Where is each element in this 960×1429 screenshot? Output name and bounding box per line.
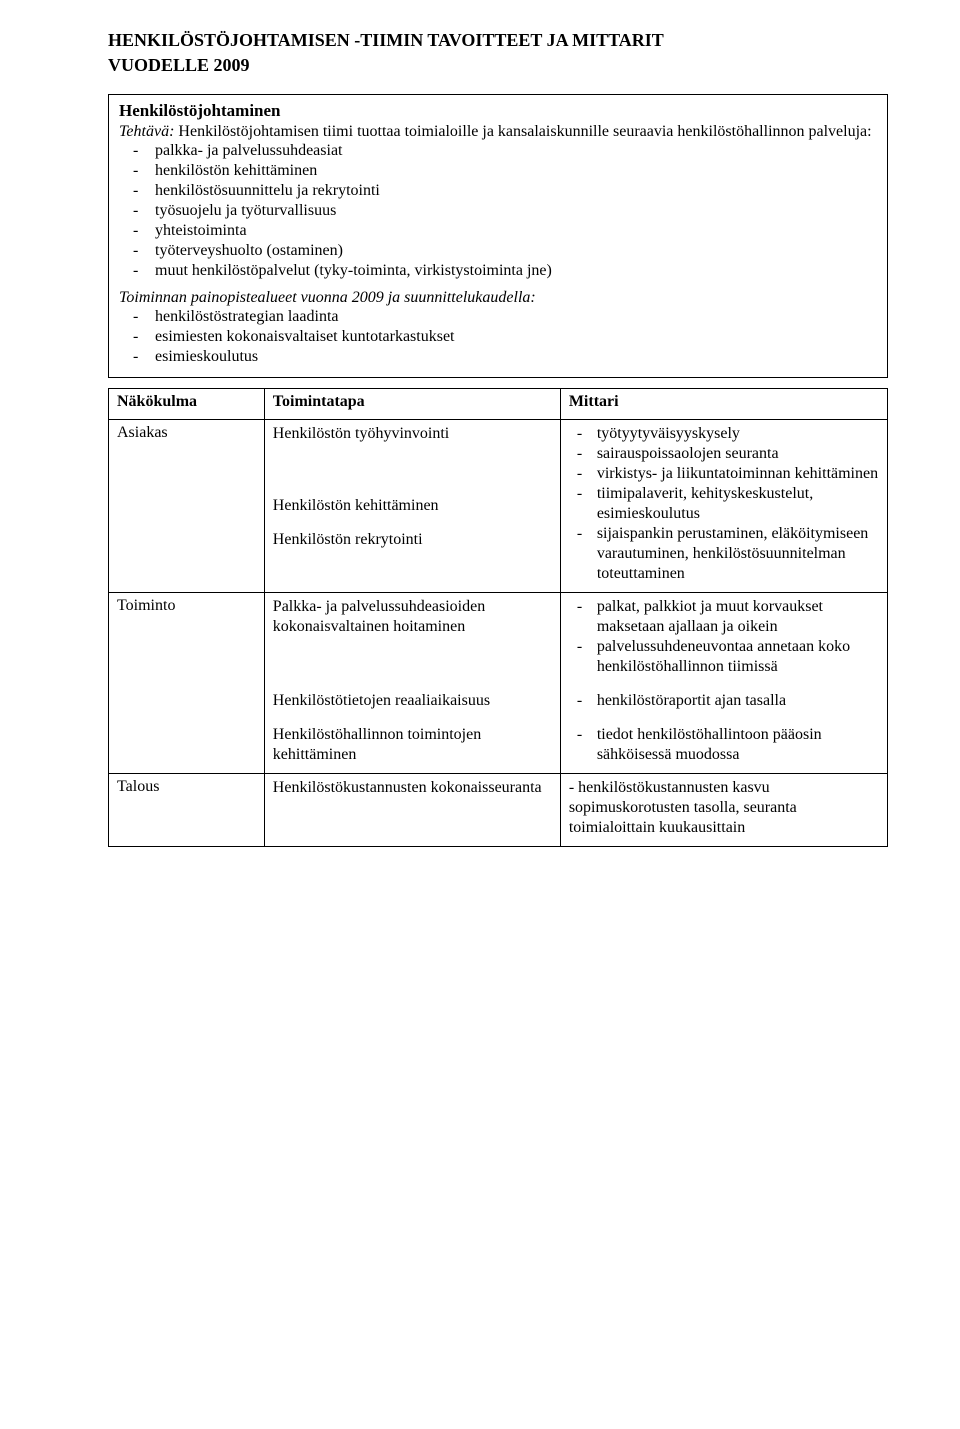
th-toimintatapa: Toimintatapa bbox=[264, 389, 560, 420]
focus-bullet-list: henkilöstöstrategian laadinta esimiesten… bbox=[119, 307, 877, 367]
main-table: Näkökulma Toimintatapa Mittari Asiakas H… bbox=[108, 388, 888, 847]
cell-block: Henkilöstökustannusten kokonaisseuranta bbox=[273, 778, 552, 798]
mittari-item: sijaispankin perustaminen, eläköitymisee… bbox=[569, 524, 879, 584]
mittari-list: palkat, palkkiot ja muut korvaukset maks… bbox=[569, 597, 879, 677]
section-box: Henkilöstöjohtaminen Tehtävä: Henkilöstö… bbox=[108, 94, 888, 378]
mittari-item: sairauspoissaolojen seuranta bbox=[569, 444, 879, 464]
mittari-list: henkilöstöraportit ajan tasalla bbox=[569, 691, 879, 711]
mittari-item: työtyytyväisyyskysely bbox=[569, 424, 879, 444]
section-heading: Henkilöstöjohtaminen bbox=[119, 101, 877, 121]
cell-mittari: palkat, palkkiot ja muut korvaukset maks… bbox=[560, 593, 887, 774]
focus-bullet: esimiesten kokonaisvaltaiset kuntotarkas… bbox=[119, 327, 877, 347]
task-bullet: työsuojelu ja työturvallisuus bbox=[119, 201, 877, 221]
cell-block: Henkilöstöhallinnon toimintojen kehittäm… bbox=[273, 725, 552, 765]
focus-label: Toiminnan painopistealueet vuonna 2009 j… bbox=[119, 289, 877, 307]
cell-toimintatapa: Henkilöstökustannusten kokonaisseuranta bbox=[264, 774, 560, 847]
cell-block: Palkka- ja palvelussuhdeasioiden kokonai… bbox=[273, 597, 552, 637]
cell-block: Henkilöstön kehittäminen bbox=[273, 496, 552, 516]
mittari-item: tiedot henkilöstöhallintoon pääosin sähk… bbox=[569, 725, 879, 765]
task-bullet: palkka- ja palvelussuhdeasiat bbox=[119, 141, 877, 161]
cell-block: Henkilöstön rekrytointi bbox=[273, 530, 552, 550]
cell-mittari: työtyytyväisyyskysely sairauspoissaoloje… bbox=[560, 420, 887, 593]
cell-mittari: - henkilöstökustannusten kasvu sopimusko… bbox=[560, 774, 887, 847]
th-mittari: Mittari bbox=[560, 389, 887, 420]
table-row: Asiakas Henkilöstön työhyvinvointi Henki… bbox=[109, 420, 888, 593]
task-bullet: muut henkilöstöpalvelut (tyky-toiminta, … bbox=[119, 261, 877, 281]
focus-bullet: henkilöstöstrategian laadinta bbox=[119, 307, 877, 327]
mittari-item: palvelussuhdeneuvontaa annetaan koko hen… bbox=[569, 637, 879, 677]
cell-toimintatapa: Palkka- ja palvelussuhdeasioiden kokonai… bbox=[264, 593, 560, 774]
task-bullet: henkilöstösuunnittelu ja rekrytointi bbox=[119, 181, 877, 201]
task-bullet: työterveyshuolto (ostaminen) bbox=[119, 241, 877, 261]
table-header-row: Näkökulma Toimintatapa Mittari bbox=[109, 389, 888, 420]
mittari-list: tiedot henkilöstöhallintoon pääosin sähk… bbox=[569, 725, 879, 765]
task-line: Tehtävä: Henkilöstöjohtamisen tiimi tuot… bbox=[119, 123, 877, 141]
task-text: Henkilöstöjohtamisen tiimi tuottaa toimi… bbox=[174, 123, 871, 140]
focus-section: Toiminnan painopistealueet vuonna 2009 j… bbox=[119, 289, 877, 367]
cell-nakokulma: Asiakas bbox=[109, 420, 265, 593]
task-label: Tehtävä: bbox=[119, 123, 174, 140]
mittari-list: työtyytyväisyyskysely sairauspoissaoloje… bbox=[569, 424, 879, 584]
mittari-text: - henkilöstökustannusten kasvu sopimusko… bbox=[569, 778, 879, 838]
task-bullet-list: palkka- ja palvelussuhdeasiat henkilöstö… bbox=[119, 141, 877, 281]
cell-nakokulma: Toiminto bbox=[109, 593, 265, 774]
mittari-item: virkistys- ja liikuntatoiminnan kehittäm… bbox=[569, 464, 879, 484]
table-row: Talous Henkilöstökustannusten kokonaisse… bbox=[109, 774, 888, 847]
cell-toimintatapa: Henkilöstön työhyvinvointi Henkilöstön k… bbox=[264, 420, 560, 593]
task-bullet: yhteistoiminta bbox=[119, 221, 877, 241]
th-nakokulma: Näkökulma bbox=[109, 389, 265, 420]
cell-block: Henkilöstötietojen reaaliaikaisuus bbox=[273, 691, 552, 711]
mittari-item: henkilöstöraportit ajan tasalla bbox=[569, 691, 879, 711]
mittari-item: tiimipalaverit, kehityskeskustelut, esim… bbox=[569, 484, 879, 524]
mittari-item: palkat, palkkiot ja muut korvaukset maks… bbox=[569, 597, 879, 637]
focus-bullet: esimieskoulutus bbox=[119, 347, 877, 367]
table-row: Toiminto Palkka- ja palvelussuhdeasioide… bbox=[109, 593, 888, 774]
page-title: HENKILÖSTÖJOHTAMISEN -TIIMIN TAVOITTEET … bbox=[108, 30, 888, 51]
cell-block: Henkilöstön työhyvinvointi bbox=[273, 424, 552, 444]
page-container: HENKILÖSTÖJOHTAMISEN -TIIMIN TAVOITTEET … bbox=[0, 0, 960, 877]
task-bullet: henkilöstön kehittäminen bbox=[119, 161, 877, 181]
page-subtitle: VUODELLE 2009 bbox=[108, 55, 888, 76]
cell-nakokulma: Talous bbox=[109, 774, 265, 847]
